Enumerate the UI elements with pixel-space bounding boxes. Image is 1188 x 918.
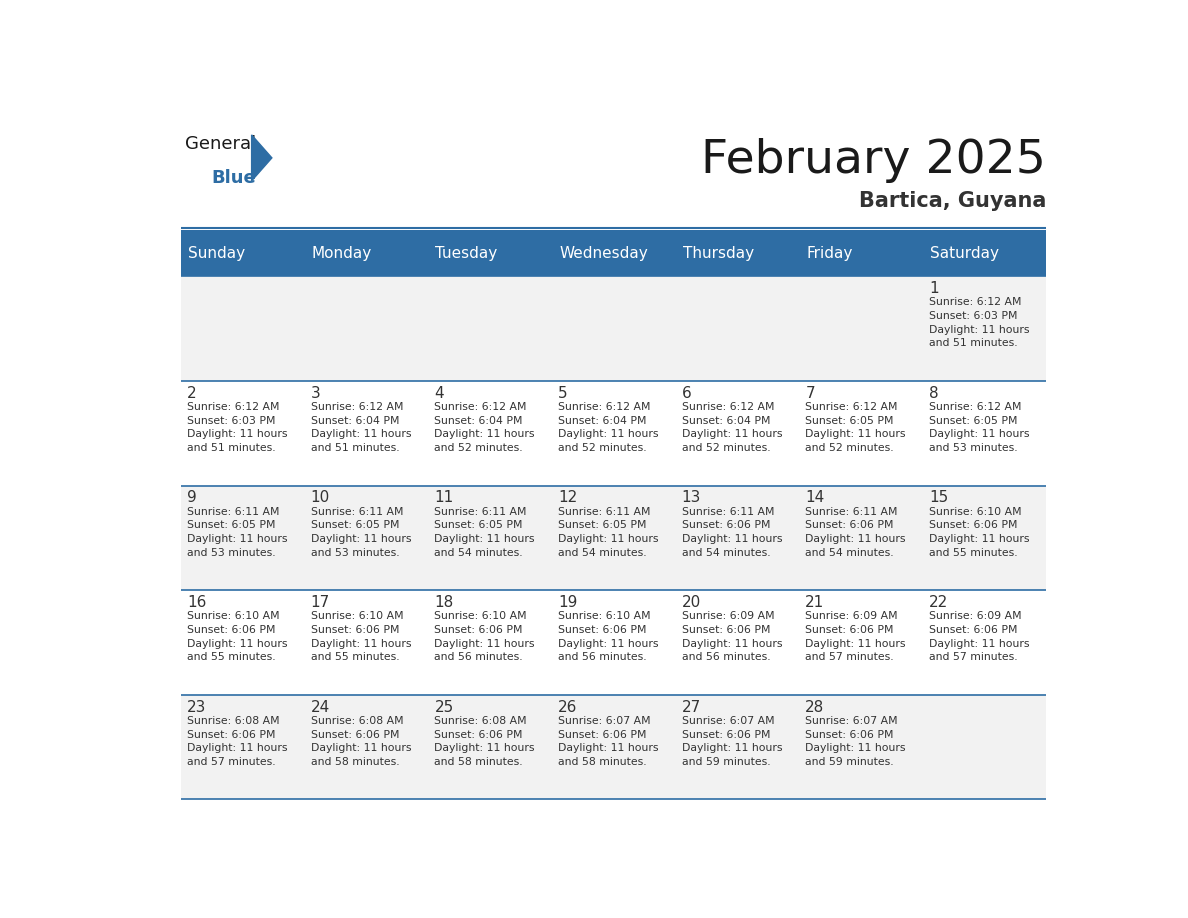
Text: 22: 22 <box>929 595 948 610</box>
Text: Sunrise: 6:08 AM
Sunset: 6:06 PM
Daylight: 11 hours
and 57 minutes.: Sunrise: 6:08 AM Sunset: 6:06 PM Dayligh… <box>188 716 287 767</box>
Text: Sunrise: 6:11 AM
Sunset: 6:05 PM
Daylight: 11 hours
and 54 minutes.: Sunrise: 6:11 AM Sunset: 6:05 PM Dayligh… <box>435 507 535 557</box>
Text: Wednesday: Wednesday <box>560 246 647 261</box>
Text: General: General <box>185 135 257 153</box>
Text: Sunrise: 6:12 AM
Sunset: 6:04 PM
Daylight: 11 hours
and 52 minutes.: Sunrise: 6:12 AM Sunset: 6:04 PM Dayligh… <box>682 402 782 453</box>
Text: 7: 7 <box>805 386 815 401</box>
Text: 20: 20 <box>682 595 701 610</box>
Text: Sunrise: 6:10 AM
Sunset: 6:06 PM
Daylight: 11 hours
and 55 minutes.: Sunrise: 6:10 AM Sunset: 6:06 PM Dayligh… <box>188 611 287 662</box>
Text: Sunrise: 6:10 AM
Sunset: 6:06 PM
Daylight: 11 hours
and 56 minutes.: Sunrise: 6:10 AM Sunset: 6:06 PM Dayligh… <box>558 611 658 662</box>
Text: 28: 28 <box>805 700 824 715</box>
Text: Sunrise: 6:10 AM
Sunset: 6:06 PM
Daylight: 11 hours
and 55 minutes.: Sunrise: 6:10 AM Sunset: 6:06 PM Dayligh… <box>929 507 1030 557</box>
Text: Bartica, Guyana: Bartica, Guyana <box>859 192 1047 211</box>
Text: Sunrise: 6:11 AM
Sunset: 6:06 PM
Daylight: 11 hours
and 54 minutes.: Sunrise: 6:11 AM Sunset: 6:06 PM Dayligh… <box>682 507 782 557</box>
Text: Sunday: Sunday <box>188 246 245 261</box>
Text: 23: 23 <box>188 700 207 715</box>
FancyBboxPatch shape <box>181 230 1047 276</box>
Text: February 2025: February 2025 <box>701 139 1047 184</box>
Text: Friday: Friday <box>807 246 853 261</box>
Text: Sunrise: 6:10 AM
Sunset: 6:06 PM
Daylight: 11 hours
and 55 minutes.: Sunrise: 6:10 AM Sunset: 6:06 PM Dayligh… <box>311 611 411 662</box>
Text: Sunrise: 6:07 AM
Sunset: 6:06 PM
Daylight: 11 hours
and 59 minutes.: Sunrise: 6:07 AM Sunset: 6:06 PM Dayligh… <box>805 716 906 767</box>
Text: 24: 24 <box>311 700 330 715</box>
FancyBboxPatch shape <box>181 486 1047 590</box>
Text: 4: 4 <box>435 386 444 401</box>
Text: Saturday: Saturday <box>930 246 999 261</box>
Text: Sunrise: 6:11 AM
Sunset: 6:06 PM
Daylight: 11 hours
and 54 minutes.: Sunrise: 6:11 AM Sunset: 6:06 PM Dayligh… <box>805 507 906 557</box>
Text: Sunrise: 6:12 AM
Sunset: 6:05 PM
Daylight: 11 hours
and 53 minutes.: Sunrise: 6:12 AM Sunset: 6:05 PM Dayligh… <box>929 402 1030 453</box>
Text: Sunrise: 6:12 AM
Sunset: 6:05 PM
Daylight: 11 hours
and 52 minutes.: Sunrise: 6:12 AM Sunset: 6:05 PM Dayligh… <box>805 402 906 453</box>
Text: Sunrise: 6:12 AM
Sunset: 6:04 PM
Daylight: 11 hours
and 52 minutes.: Sunrise: 6:12 AM Sunset: 6:04 PM Dayligh… <box>435 402 535 453</box>
Text: 2: 2 <box>188 386 197 401</box>
Text: Sunrise: 6:12 AM
Sunset: 6:03 PM
Daylight: 11 hours
and 51 minutes.: Sunrise: 6:12 AM Sunset: 6:03 PM Dayligh… <box>188 402 287 453</box>
Text: 6: 6 <box>682 386 691 401</box>
Text: Sunrise: 6:11 AM
Sunset: 6:05 PM
Daylight: 11 hours
and 53 minutes.: Sunrise: 6:11 AM Sunset: 6:05 PM Dayligh… <box>188 507 287 557</box>
Text: 9: 9 <box>188 490 197 506</box>
Text: 3: 3 <box>311 386 321 401</box>
FancyBboxPatch shape <box>181 276 1047 381</box>
Text: 15: 15 <box>929 490 948 506</box>
Text: 13: 13 <box>682 490 701 506</box>
Text: Sunrise: 6:08 AM
Sunset: 6:06 PM
Daylight: 11 hours
and 58 minutes.: Sunrise: 6:08 AM Sunset: 6:06 PM Dayligh… <box>435 716 535 767</box>
Text: 8: 8 <box>929 386 939 401</box>
Text: 10: 10 <box>311 490 330 506</box>
Text: 25: 25 <box>435 700 454 715</box>
Text: Thursday: Thursday <box>683 246 753 261</box>
Text: 17: 17 <box>311 595 330 610</box>
Text: 26: 26 <box>558 700 577 715</box>
Text: Sunrise: 6:08 AM
Sunset: 6:06 PM
Daylight: 11 hours
and 58 minutes.: Sunrise: 6:08 AM Sunset: 6:06 PM Dayligh… <box>311 716 411 767</box>
Text: Sunrise: 6:09 AM
Sunset: 6:06 PM
Daylight: 11 hours
and 56 minutes.: Sunrise: 6:09 AM Sunset: 6:06 PM Dayligh… <box>682 611 782 662</box>
Text: Sunrise: 6:12 AM
Sunset: 6:03 PM
Daylight: 11 hours
and 51 minutes.: Sunrise: 6:12 AM Sunset: 6:03 PM Dayligh… <box>929 297 1030 348</box>
Text: Sunrise: 6:10 AM
Sunset: 6:06 PM
Daylight: 11 hours
and 56 minutes.: Sunrise: 6:10 AM Sunset: 6:06 PM Dayligh… <box>435 611 535 662</box>
Text: 16: 16 <box>188 595 207 610</box>
Text: 27: 27 <box>682 700 701 715</box>
Text: Sunrise: 6:11 AM
Sunset: 6:05 PM
Daylight: 11 hours
and 53 minutes.: Sunrise: 6:11 AM Sunset: 6:05 PM Dayligh… <box>311 507 411 557</box>
Text: Sunrise: 6:12 AM
Sunset: 6:04 PM
Daylight: 11 hours
and 52 minutes.: Sunrise: 6:12 AM Sunset: 6:04 PM Dayligh… <box>558 402 658 453</box>
Text: 18: 18 <box>435 595 454 610</box>
Text: Sunrise: 6:11 AM
Sunset: 6:05 PM
Daylight: 11 hours
and 54 minutes.: Sunrise: 6:11 AM Sunset: 6:05 PM Dayligh… <box>558 507 658 557</box>
Text: Blue: Blue <box>211 169 255 187</box>
Text: Sunrise: 6:07 AM
Sunset: 6:06 PM
Daylight: 11 hours
and 59 minutes.: Sunrise: 6:07 AM Sunset: 6:06 PM Dayligh… <box>682 716 782 767</box>
Polygon shape <box>252 135 272 181</box>
Text: Sunrise: 6:09 AM
Sunset: 6:06 PM
Daylight: 11 hours
and 57 minutes.: Sunrise: 6:09 AM Sunset: 6:06 PM Dayligh… <box>805 611 906 662</box>
FancyBboxPatch shape <box>181 695 1047 800</box>
Text: 21: 21 <box>805 595 824 610</box>
Text: Monday: Monday <box>311 246 372 261</box>
FancyBboxPatch shape <box>181 381 1047 486</box>
Text: Sunrise: 6:07 AM
Sunset: 6:06 PM
Daylight: 11 hours
and 58 minutes.: Sunrise: 6:07 AM Sunset: 6:06 PM Dayligh… <box>558 716 658 767</box>
Text: 5: 5 <box>558 386 568 401</box>
Text: 11: 11 <box>435 490 454 506</box>
Text: 19: 19 <box>558 595 577 610</box>
Text: Tuesday: Tuesday <box>435 246 498 261</box>
Text: 14: 14 <box>805 490 824 506</box>
Text: 1: 1 <box>929 281 939 297</box>
FancyBboxPatch shape <box>181 590 1047 695</box>
Text: Sunrise: 6:09 AM
Sunset: 6:06 PM
Daylight: 11 hours
and 57 minutes.: Sunrise: 6:09 AM Sunset: 6:06 PM Dayligh… <box>929 611 1030 662</box>
Text: Sunrise: 6:12 AM
Sunset: 6:04 PM
Daylight: 11 hours
and 51 minutes.: Sunrise: 6:12 AM Sunset: 6:04 PM Dayligh… <box>311 402 411 453</box>
Text: 12: 12 <box>558 490 577 506</box>
